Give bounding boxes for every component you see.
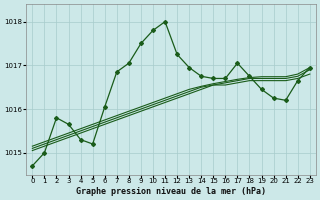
X-axis label: Graphe pression niveau de la mer (hPa): Graphe pression niveau de la mer (hPa) [76,187,266,196]
